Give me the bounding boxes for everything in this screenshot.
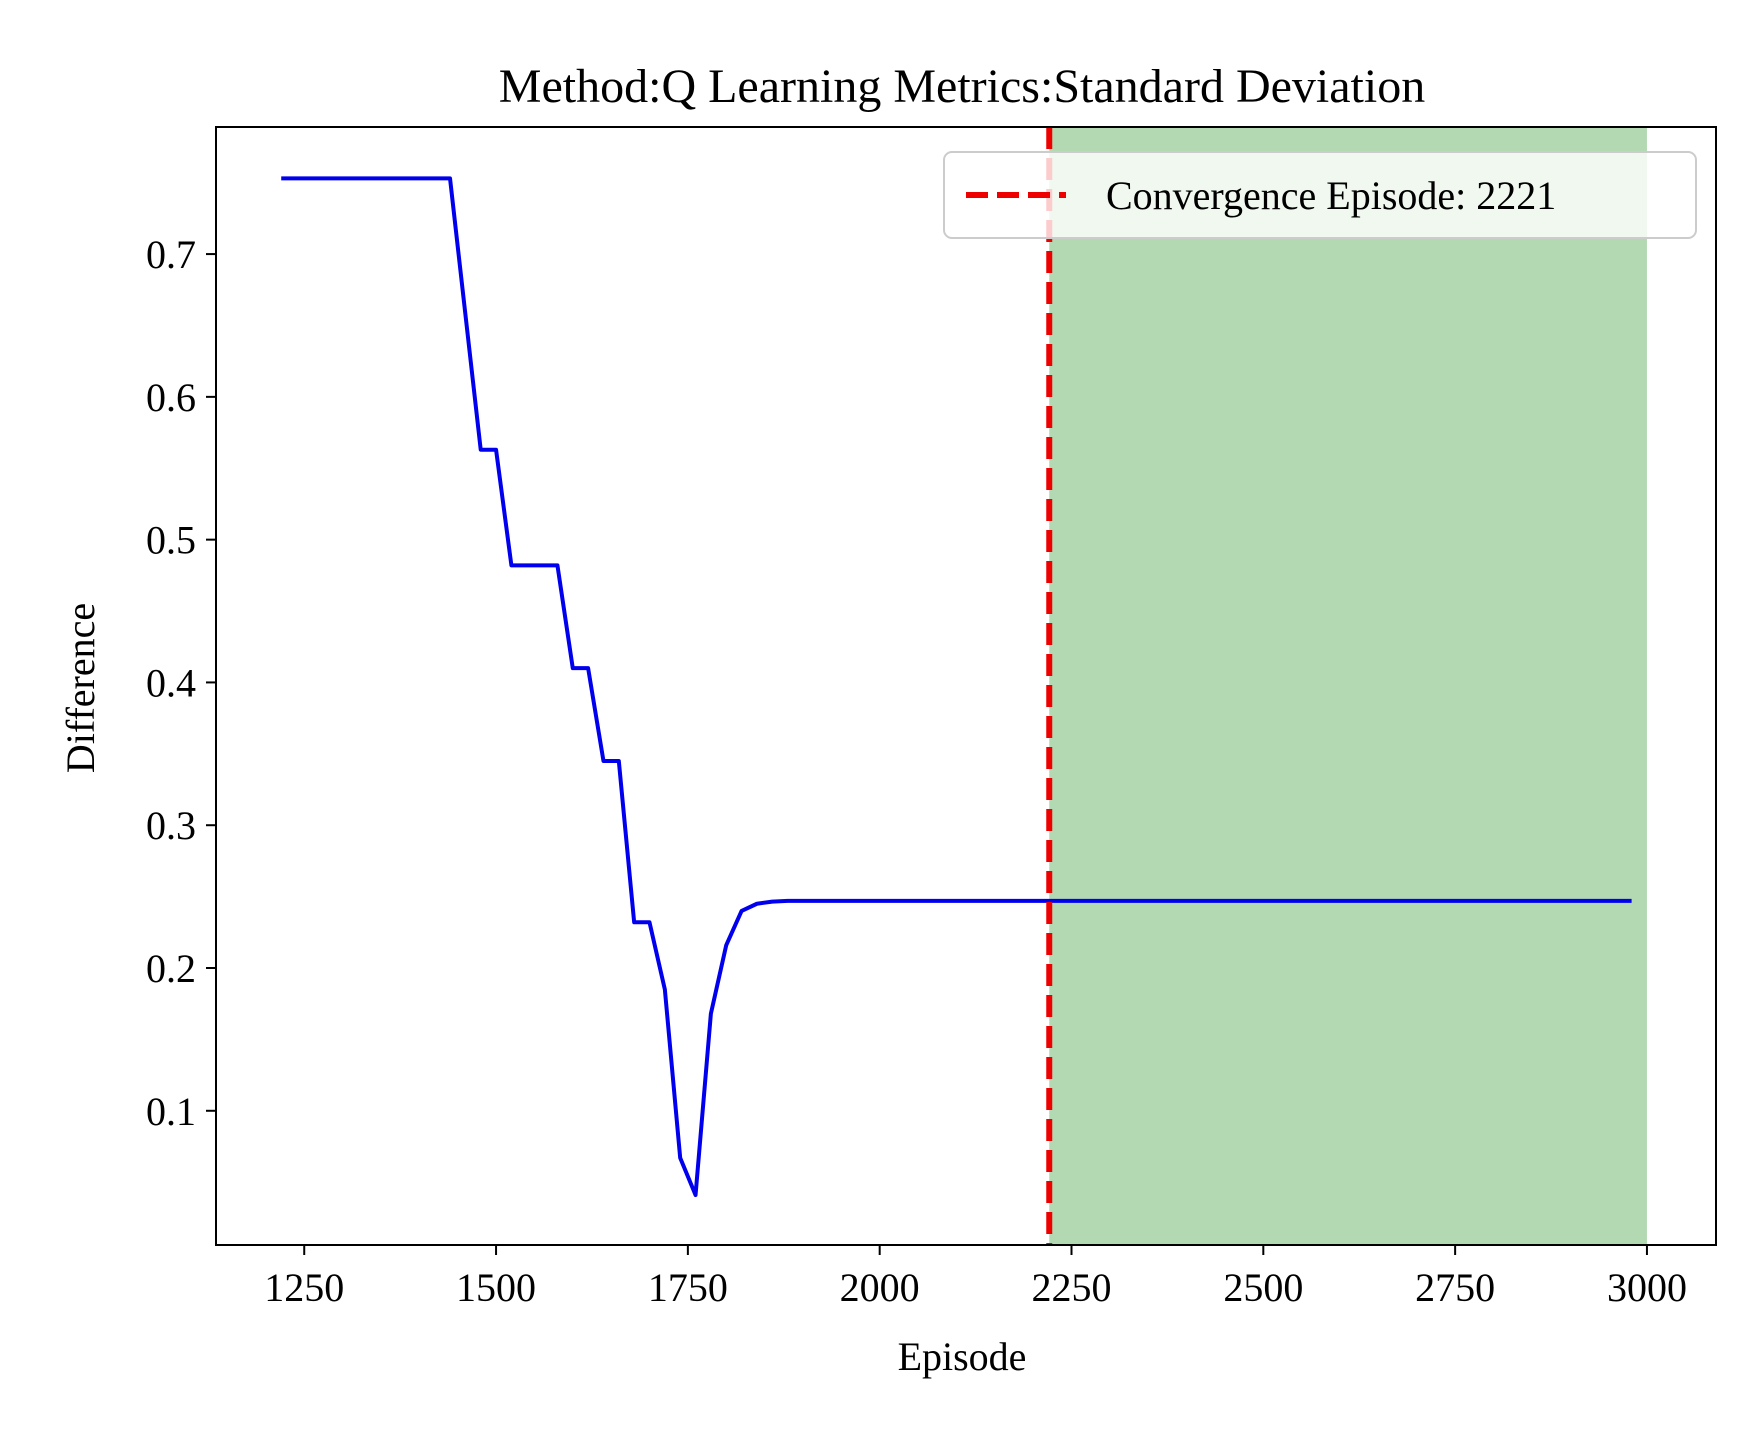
x-tick-label: 1250 [264,1265,344,1310]
x-tick-label: 2250 [1031,1265,1111,1310]
x-axis-label: Episode [898,1334,1027,1379]
x-tick-label: 3000 [1607,1265,1687,1310]
y-tick-label: 0.6 [146,375,196,420]
axes-frame [215,126,1717,1246]
y-axis-label: Difference [58,603,103,773]
series-line-0 [281,176,1632,1198]
legend-box [943,151,1697,239]
x-tick-label: 2500 [1223,1265,1303,1310]
y-tick-label: 0.1 [146,1089,196,1134]
y-tick-label: 0.2 [146,946,196,991]
x-tick-label: 1500 [456,1265,536,1310]
y-tick-label: 0.5 [146,518,196,563]
y-tick-label: 0.3 [146,803,196,848]
y-tick-label: 0.4 [146,660,196,705]
plot-area: 1250 1500 1750 2000 2250 2500 2750 3000 0.1 0.2 0.… [146,126,1717,1310]
convergence-region [1049,127,1647,1245]
x-tick-label: 2000 [840,1265,920,1310]
chart-title: Method:Q Learning Metrics:Standard Devia… [499,60,1425,113]
legend: Convergence Episode: 2221 [943,151,1697,239]
y-tick-label: 0.7 [146,232,196,277]
legend-label: Convergence Episode: 2221 [1106,173,1556,218]
x-tick-label: 2750 [1415,1265,1495,1310]
x-tick-label: 1750 [648,1265,728,1310]
